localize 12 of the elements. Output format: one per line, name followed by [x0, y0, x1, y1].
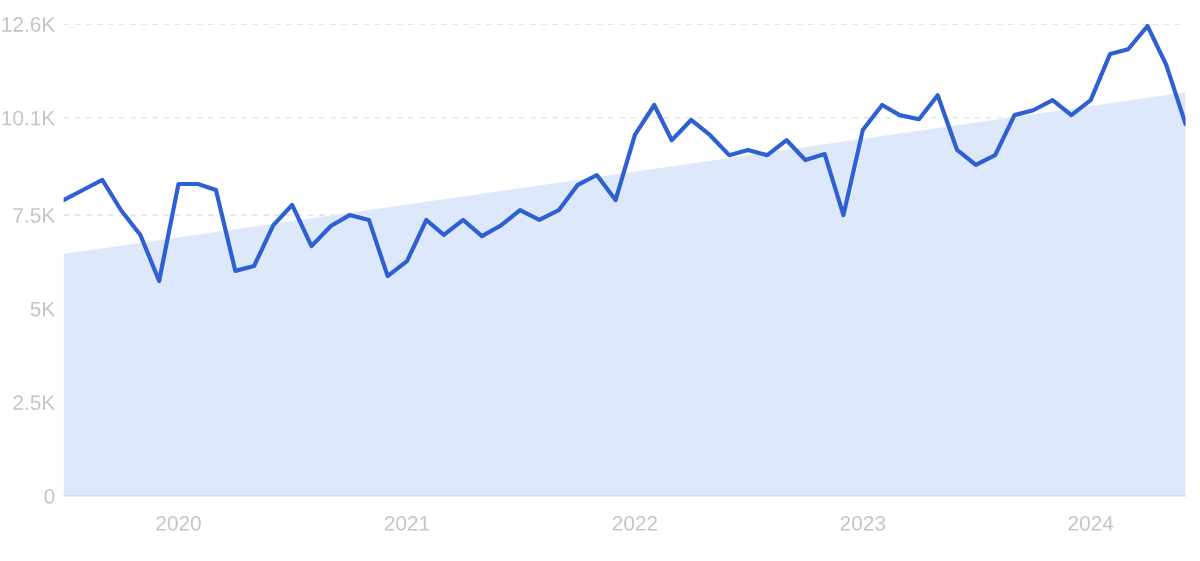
line-series — [63, 24, 1186, 284]
y-tick-label: 2.5K — [13, 395, 56, 411]
y-tick-label: 7.5K — [13, 208, 56, 223]
x-tick-label: 2020 — [156, 515, 201, 531]
x-tick-label: 2024 — [1068, 515, 1114, 531]
y-tick-label: 10.1K — [2, 110, 56, 126]
y-tick-label: 5K — [30, 301, 56, 317]
x-tick-label: 2022 — [612, 515, 658, 531]
y-tick-label: 12.6K — [2, 17, 56, 32]
y-tick-label: 0 — [44, 488, 55, 504]
x-tick-label: 2021 — [384, 515, 430, 531]
x-tick-label: 2023 — [840, 515, 886, 531]
